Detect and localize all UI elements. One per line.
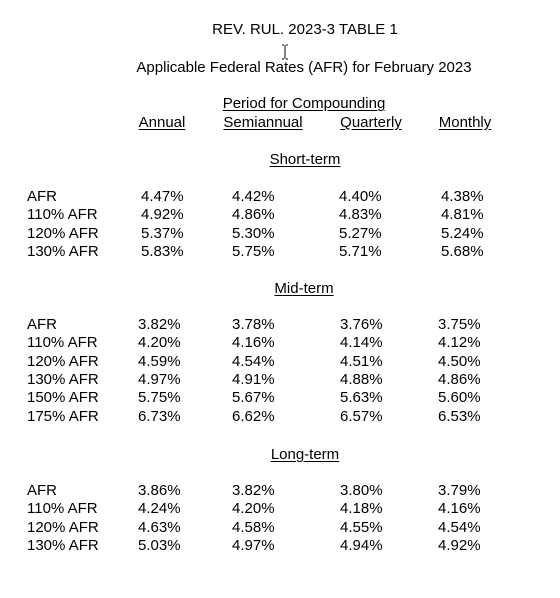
row-label: 120% AFR (27, 352, 99, 370)
row-label: 120% AFR (27, 518, 99, 536)
row-label: AFR (27, 482, 57, 499)
section-heading: Long-term (270, 446, 340, 463)
rate-cell: 4.24% (138, 500, 181, 518)
rate-cell: 4.97% (232, 536, 275, 554)
column-header-annual: Annual (138, 114, 186, 131)
row-label: 110% AFR (27, 334, 98, 352)
section-heading: Short-term (269, 151, 341, 168)
row-label: 110% AFR (27, 500, 98, 518)
rate-cell: 3.78% (232, 316, 275, 333)
rate-cell: 5.37% (141, 224, 184, 242)
rate-cell: 3.86% (138, 482, 181, 499)
row-label: 130% AFR (27, 370, 99, 388)
document-title: REV. RUL. 2023-3 TABLE 1 (212, 21, 398, 38)
rate-cell: 4.12% (438, 334, 481, 352)
rate-cell: 4.20% (138, 334, 181, 352)
section-heading: Mid-term (274, 280, 334, 297)
rate-cell: 4.63% (138, 518, 181, 536)
row-label: AFR (27, 188, 57, 205)
rate-cell: 4.55% (340, 518, 383, 536)
rate-cell: 5.30% (232, 224, 275, 242)
rate-cell: 5.27% (339, 224, 382, 242)
rate-cell: 5.03% (138, 536, 181, 554)
rate-cell: 6.62% (232, 407, 275, 425)
compounding-header: Period for Compounding (222, 95, 386, 112)
rate-cell: 5.83% (141, 242, 184, 260)
rate-cell: 5.60% (438, 389, 481, 407)
rate-cell: 4.83% (339, 206, 382, 224)
column-header-monthly: Monthly (438, 114, 492, 131)
rate-cell: 4.59% (138, 352, 181, 370)
rate-cell: 5.75% (232, 242, 275, 260)
rate-cell: 4.91% (232, 370, 275, 388)
rate-cell: 4.42% (232, 188, 275, 205)
document-subtitle: Applicable Federal Rates (AFR) for Febru… (136, 59, 472, 76)
rate-cell: 6.53% (438, 407, 481, 425)
rate-cell: 5.68% (441, 242, 484, 260)
rate-cell: 4.97% (138, 370, 181, 388)
rate-cell: 4.88% (340, 370, 383, 388)
rate-cell: 4.81% (441, 206, 484, 224)
rate-cell: 4.16% (232, 334, 275, 352)
rate-cell: 4.14% (340, 334, 383, 352)
row-label: 130% AFR (27, 242, 99, 260)
row-label: AFR (27, 316, 57, 333)
column-header-quarterly: Quarterly (340, 114, 402, 131)
rate-cell: 5.67% (232, 389, 275, 407)
rate-cell: 3.80% (340, 482, 383, 499)
rate-cell: 4.38% (441, 188, 484, 205)
rate-cell: 6.73% (138, 407, 181, 425)
rate-cell: 5.24% (441, 224, 484, 242)
row-label: 130% AFR (27, 536, 99, 554)
rate-cell: 4.20% (232, 500, 275, 518)
rate-cell: 3.82% (232, 482, 275, 499)
rate-cell: 3.82% (138, 316, 181, 333)
rate-cell: 4.51% (340, 352, 383, 370)
rate-cell: 6.57% (340, 407, 383, 425)
rate-cell: 3.75% (438, 316, 481, 333)
rate-cell: 4.50% (438, 352, 481, 370)
rate-cell: 4.47% (141, 188, 184, 205)
rate-cell: 4.16% (438, 500, 481, 518)
rate-cell: 5.71% (339, 242, 382, 260)
rate-cell: 4.40% (339, 188, 382, 205)
text-cursor-icon (282, 44, 288, 60)
rate-cell: 4.18% (340, 500, 383, 518)
rate-cell: 4.86% (438, 370, 481, 388)
rate-cell: 3.79% (438, 482, 481, 499)
rate-cell: 4.92% (438, 536, 481, 554)
rate-cell: 5.63% (340, 389, 383, 407)
row-label: 110% AFR (27, 206, 98, 224)
column-header-semiannual: Semiannual (223, 114, 303, 131)
rate-cell: 5.75% (138, 389, 181, 407)
rate-cell: 4.54% (232, 352, 275, 370)
rate-cell: 4.54% (438, 518, 481, 536)
rate-cell: 4.94% (340, 536, 383, 554)
row-label: 150% AFR (27, 389, 99, 407)
rate-cell: 3.76% (340, 316, 383, 333)
rate-cell: 4.58% (232, 518, 275, 536)
row-label: 175% AFR (27, 407, 99, 425)
rate-cell: 4.86% (232, 206, 275, 224)
row-label: 120% AFR (27, 224, 99, 242)
rate-cell: 4.92% (141, 206, 184, 224)
